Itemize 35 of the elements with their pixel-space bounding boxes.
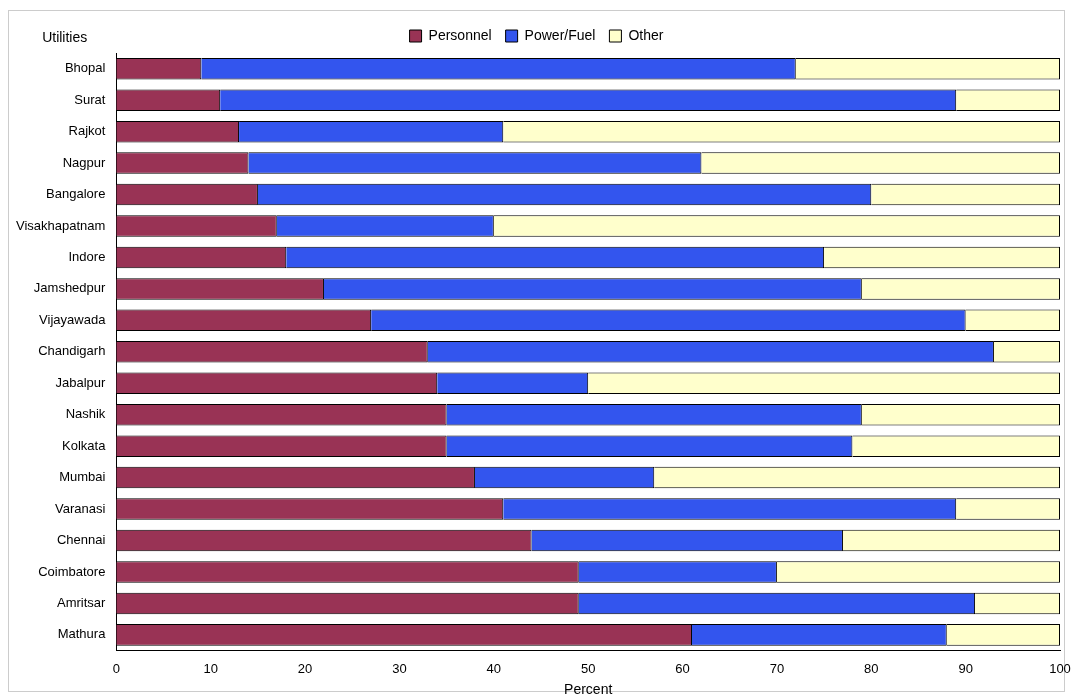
y-tick-label: Coimbatore bbox=[38, 563, 106, 579]
x-tick-label: 60 bbox=[675, 660, 690, 676]
legend-label: Power/Fuel bbox=[524, 26, 596, 43]
x-tick-label: 40 bbox=[486, 660, 502, 676]
legend-label: Personnel bbox=[428, 26, 492, 43]
y-tick-label: Indore bbox=[68, 249, 106, 265]
x-axis-title: Percent bbox=[564, 681, 613, 698]
y-tick-label: Mathura bbox=[57, 626, 107, 642]
x-tick-label: 20 bbox=[297, 660, 313, 676]
y-tick-label: Vijayawada bbox=[39, 311, 107, 327]
x-tick-label: 80 bbox=[864, 660, 879, 676]
y-tick-label: Jabalpur bbox=[55, 374, 107, 390]
x-tick-label: 30 bbox=[392, 660, 407, 676]
y-tick-label: Visakhapatnam bbox=[16, 217, 106, 233]
y-tick-label: Bhopal bbox=[64, 60, 106, 76]
y-tick-label: Chandigarh bbox=[38, 343, 106, 359]
x-tick-label: 90 bbox=[958, 660, 973, 676]
y-tick-label: Nagpur bbox=[62, 154, 107, 170]
y-tick-label: Mumbai bbox=[59, 469, 106, 485]
y-tick-label: Kolkata bbox=[62, 437, 107, 453]
y-tick-label: Nashik bbox=[65, 406, 106, 422]
y-tick-label: Amritsar bbox=[56, 595, 107, 610]
y-tick-label: Rajkot bbox=[68, 123, 106, 139]
y-tick-label: Varanasi bbox=[55, 500, 106, 516]
y-tick-label: Bangalore bbox=[46, 186, 106, 202]
x-tick-label: 0 bbox=[112, 660, 120, 676]
x-tick-label: 100 bbox=[1049, 660, 1071, 676]
x-tick-label: 70 bbox=[769, 660, 785, 676]
y-tick-label: Surat bbox=[74, 91, 106, 107]
y-tick-label: Chennai bbox=[56, 532, 106, 548]
y-axis-title: Utilities bbox=[42, 28, 88, 45]
legend-label: Other bbox=[628, 26, 664, 43]
y-tick-label: Jamshedpur bbox=[33, 280, 107, 296]
x-tick-label: 10 bbox=[203, 660, 218, 676]
x-tick-label: 50 bbox=[580, 660, 596, 676]
